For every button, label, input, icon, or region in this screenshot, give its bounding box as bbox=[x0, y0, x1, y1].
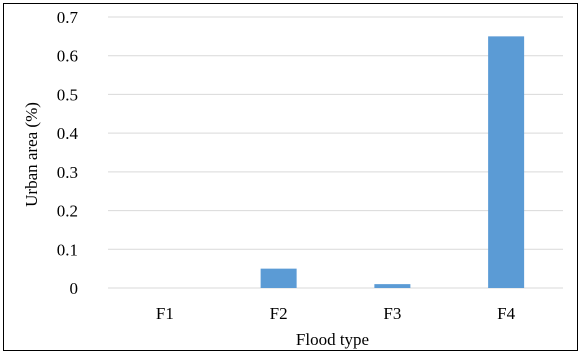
y-axis-title: Urban area (%) bbox=[22, 102, 41, 207]
bar-f4 bbox=[488, 36, 525, 288]
y-tick-label: 0.5 bbox=[57, 85, 78, 104]
bars bbox=[260, 36, 525, 288]
y-tick-label: 0.3 bbox=[57, 163, 78, 182]
y-tick-label: 0.6 bbox=[57, 47, 78, 66]
gridlines bbox=[108, 16, 563, 289]
x-tick-label: F1 bbox=[156, 304, 174, 323]
x-tick-label: F2 bbox=[270, 304, 288, 323]
y-tick-label: 0.4 bbox=[57, 124, 79, 143]
bar-f3 bbox=[374, 284, 411, 288]
x-tick-labels: F1 F2 F3 F4 bbox=[156, 304, 516, 323]
x-tick-label: F4 bbox=[497, 304, 515, 323]
y-tick-label: 0.7 bbox=[57, 8, 79, 27]
chart-frame bbox=[3, 3, 578, 351]
y-tick-label: 0.1 bbox=[57, 240, 78, 259]
y-tick-label: 0.2 bbox=[57, 202, 78, 221]
x-axis-title: Flood type bbox=[296, 330, 369, 349]
y-tick-labels: 0 0.1 0.2 0.3 0.4 0.5 0.6 0.7 bbox=[57, 8, 79, 298]
x-tick-label: F3 bbox=[383, 304, 401, 323]
bar-f2 bbox=[260, 268, 297, 288]
y-tick-label: 0 bbox=[70, 279, 79, 298]
